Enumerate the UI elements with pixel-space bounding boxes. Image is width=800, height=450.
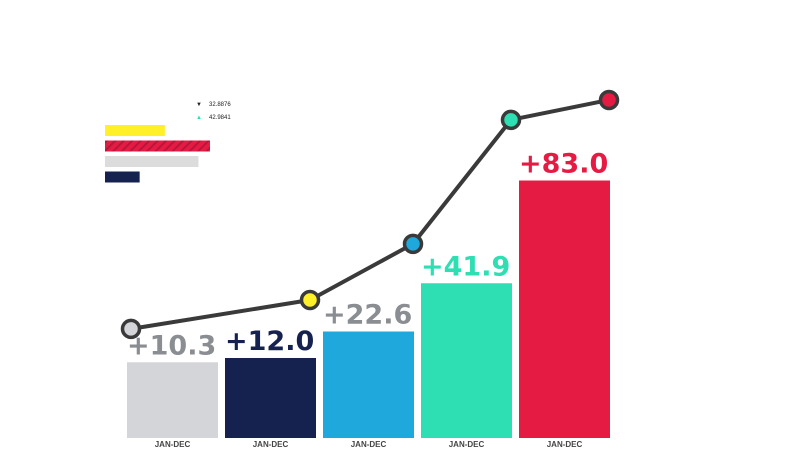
legend-marker-up-icon: ▲ — [196, 115, 202, 121]
legend: ▼ 32.8876 ▲ 42.9841 — [105, 102, 231, 183]
bar-3 — [421, 283, 512, 438]
legend-entry-0: 32.8876 — [209, 102, 231, 108]
category-label-2: JAN-DEC — [351, 440, 387, 449]
bar-2 — [323, 331, 414, 438]
legend-bar-2 — [105, 156, 199, 167]
legend-entry-1: 42.9841 — [209, 115, 231, 121]
legend-marker-down-icon: ▼ — [196, 102, 202, 108]
line-point-1 — [299, 289, 321, 311]
legend-bar-0 — [105, 125, 165, 136]
category-label-1: JAN-DEC — [253, 440, 289, 449]
bar-value-label-0: +10.3 — [127, 330, 216, 361]
bar-1 — [225, 358, 316, 438]
category-label-4: JAN-DEC — [547, 440, 583, 449]
line-point-3 — [500, 109, 522, 131]
legend-bar-3 — [105, 171, 140, 183]
line-point-4 — [598, 89, 620, 111]
bar-4 — [519, 180, 610, 438]
bar-value-label-1: +12.0 — [225, 326, 314, 357]
bar-0 — [127, 362, 218, 438]
bar-value-label-3: +41.9 — [421, 251, 510, 282]
category-label-0: JAN-DEC — [155, 440, 191, 449]
bar-value-label-2: +22.6 — [323, 300, 412, 331]
line-point-0 — [120, 318, 142, 340]
line-point-2 — [402, 233, 424, 255]
bar-value-label-4: +83.0 — [519, 149, 608, 180]
legend-bar-1 — [105, 140, 210, 152]
category-label-3: JAN-DEC — [449, 440, 485, 449]
